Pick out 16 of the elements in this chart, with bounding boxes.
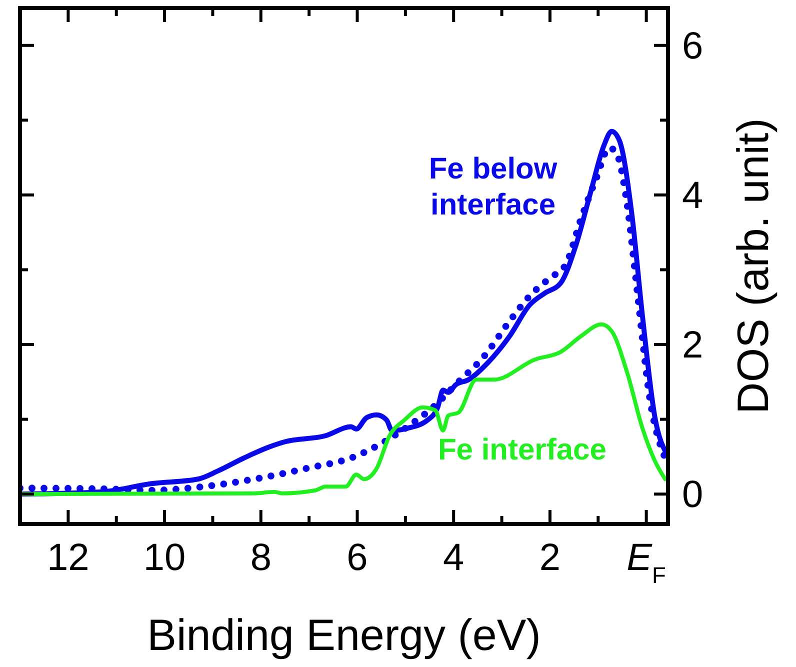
y-axis-title: DOS (arb. unit) (729, 118, 778, 414)
x-tick-label: 12 (47, 537, 90, 579)
x-tick-label: 4 (443, 537, 464, 579)
series-label: Fe below interface (428, 152, 558, 222)
x-tick-label: 2 (539, 537, 561, 579)
x-tick-label: 6 (346, 537, 368, 579)
line-series (20, 322, 668, 496)
x-tick-label: 10 (143, 537, 186, 579)
x-tick-label: 8 (250, 537, 272, 579)
y-tick-label: 0 (682, 474, 704, 516)
y-tick-label: 6 (682, 25, 704, 68)
x-axis-title: Binding Energy (eV) (147, 611, 541, 660)
y-tick-label: 2 (682, 324, 704, 367)
y-tick-label: 4 (682, 174, 704, 217)
x-tick-label: E$_{F}$ (626, 537, 666, 588)
series-label: Fe interface (438, 434, 606, 466)
